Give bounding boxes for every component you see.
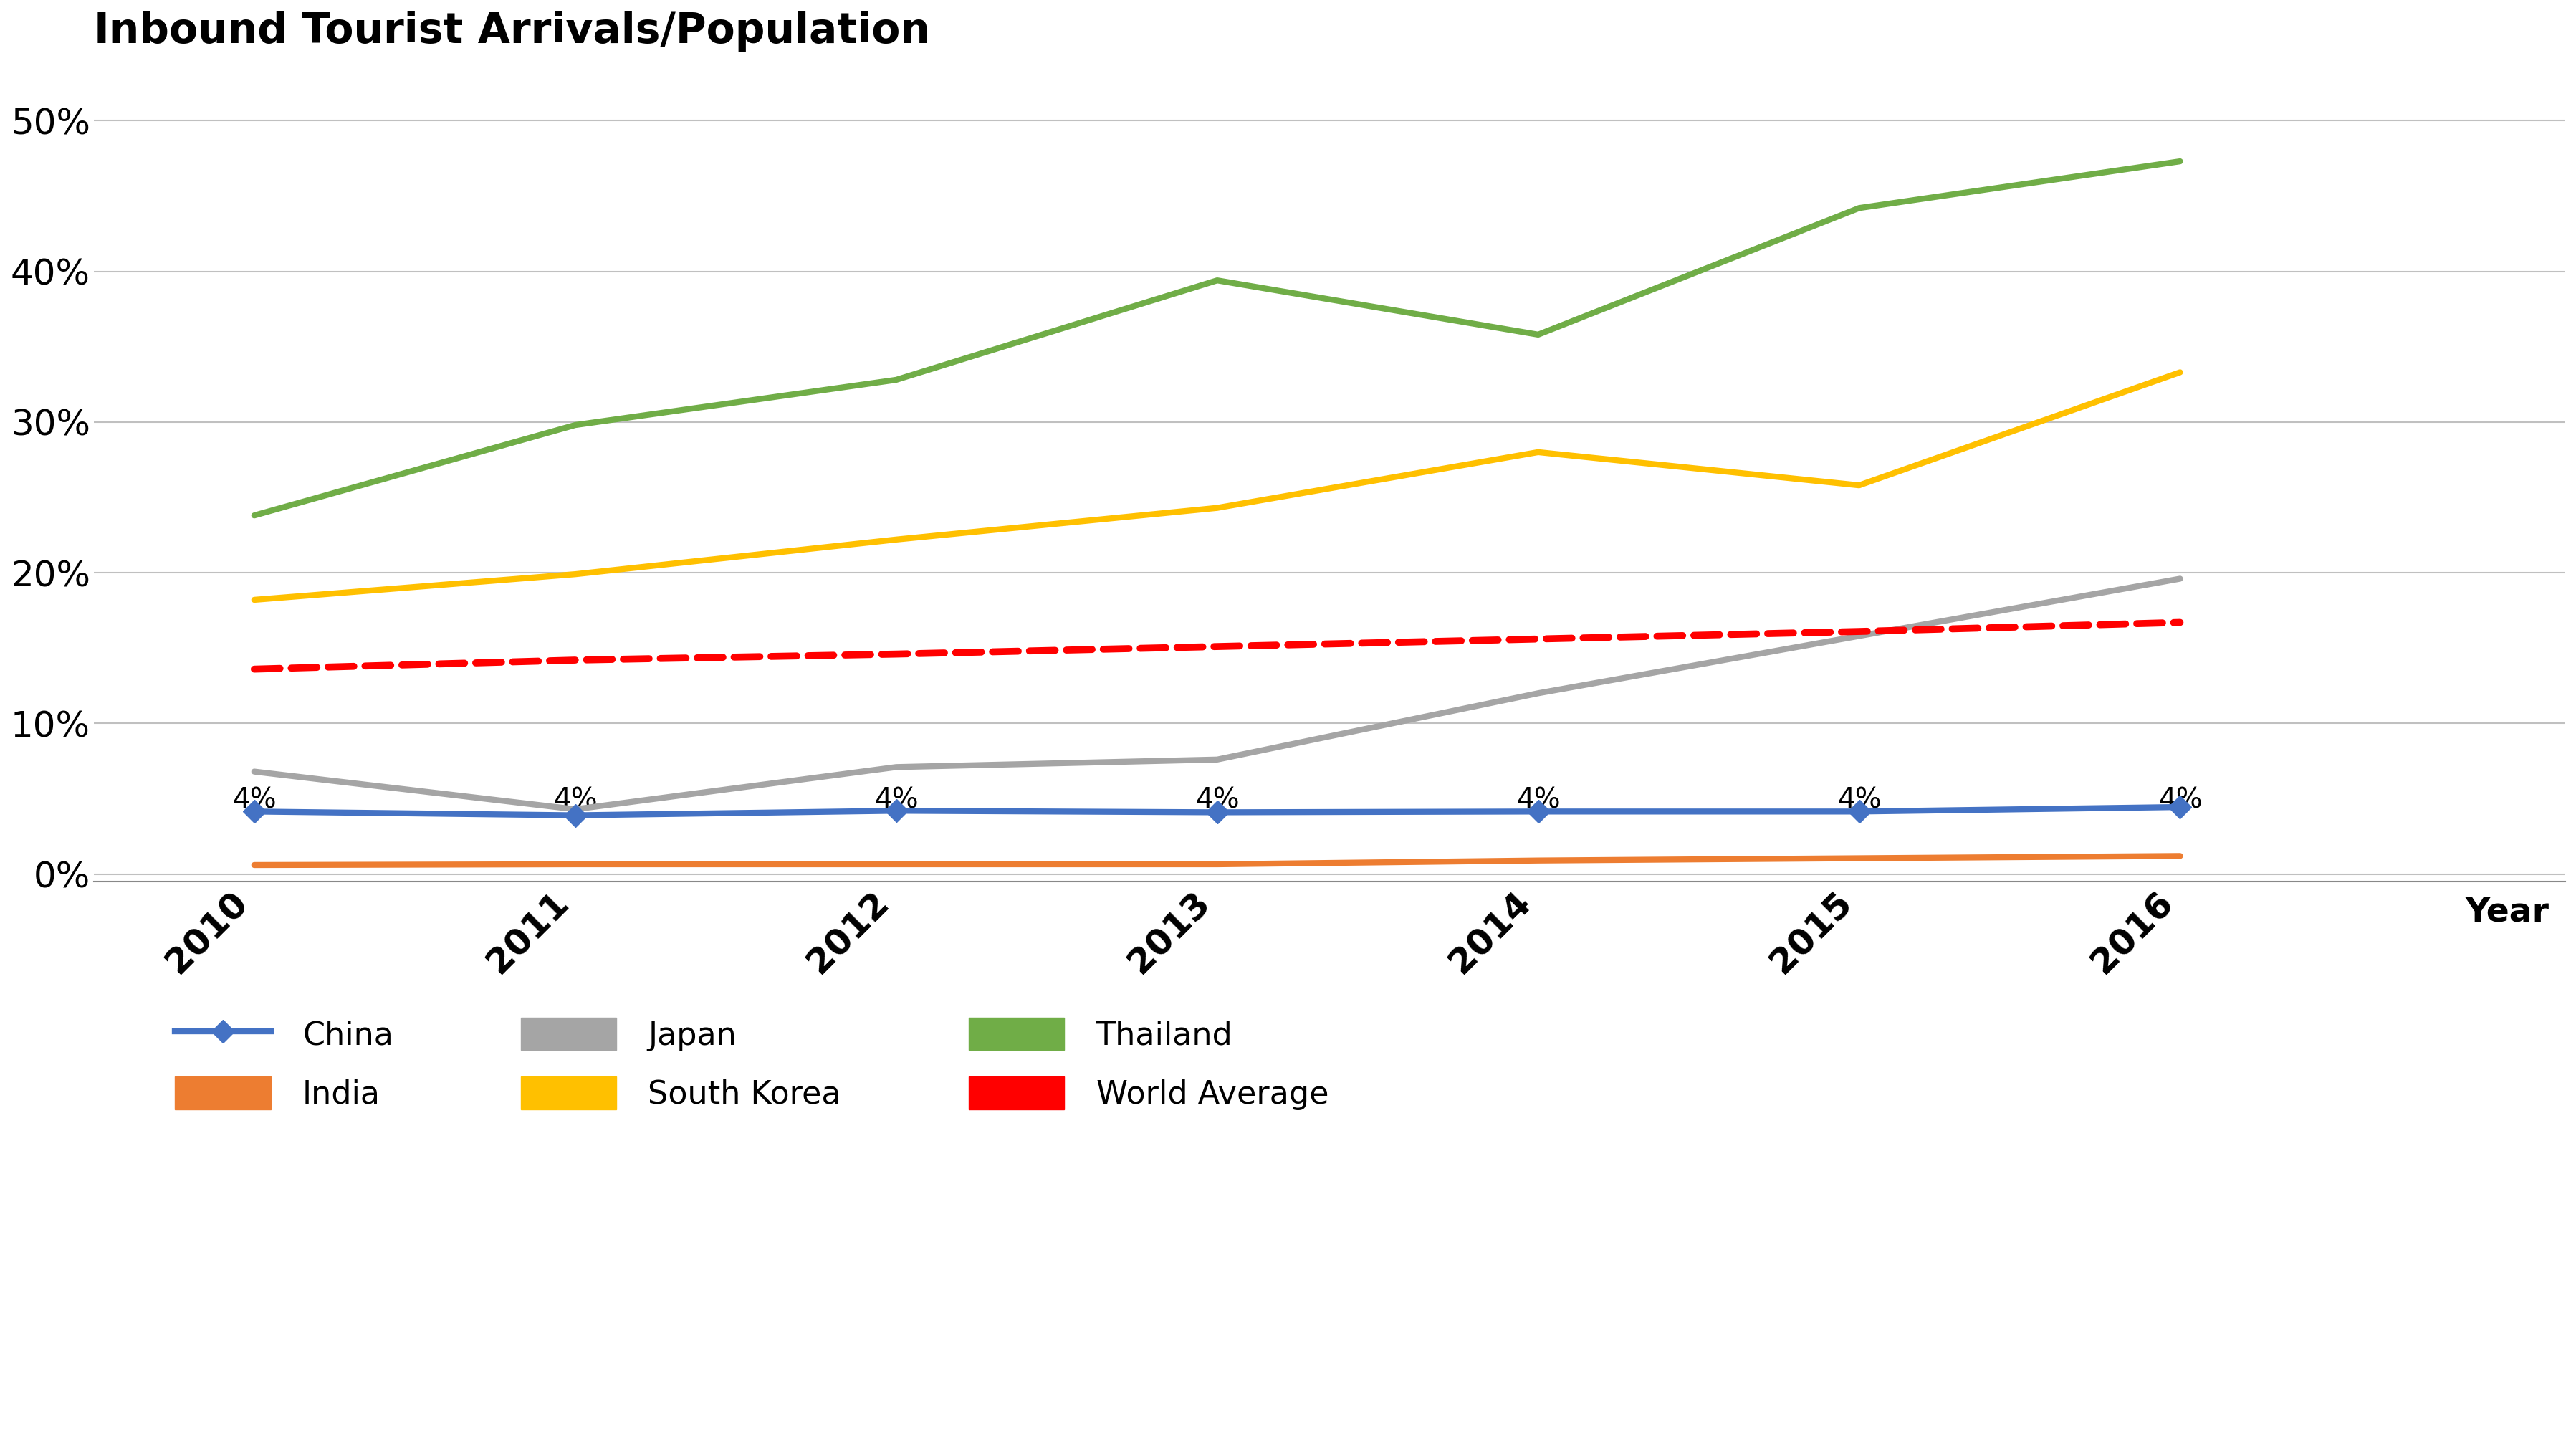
Text: 4%: 4% bbox=[2159, 787, 2202, 813]
Text: Inbound Tourist Arrivals/Population: Inbound Tourist Arrivals/Population bbox=[93, 10, 930, 52]
Text: 4%: 4% bbox=[1195, 787, 1239, 813]
Text: 4%: 4% bbox=[1517, 787, 1561, 813]
Text: 4%: 4% bbox=[1837, 787, 1880, 813]
Text: 4%: 4% bbox=[554, 787, 598, 813]
Text: 4%: 4% bbox=[232, 787, 276, 813]
Text: Year: Year bbox=[2465, 896, 2550, 928]
Text: 4%: 4% bbox=[873, 787, 917, 813]
Legend: China, India, Japan, South Korea, Thailand, World Average: China, India, Japan, South Korea, Thaila… bbox=[160, 1002, 1345, 1127]
